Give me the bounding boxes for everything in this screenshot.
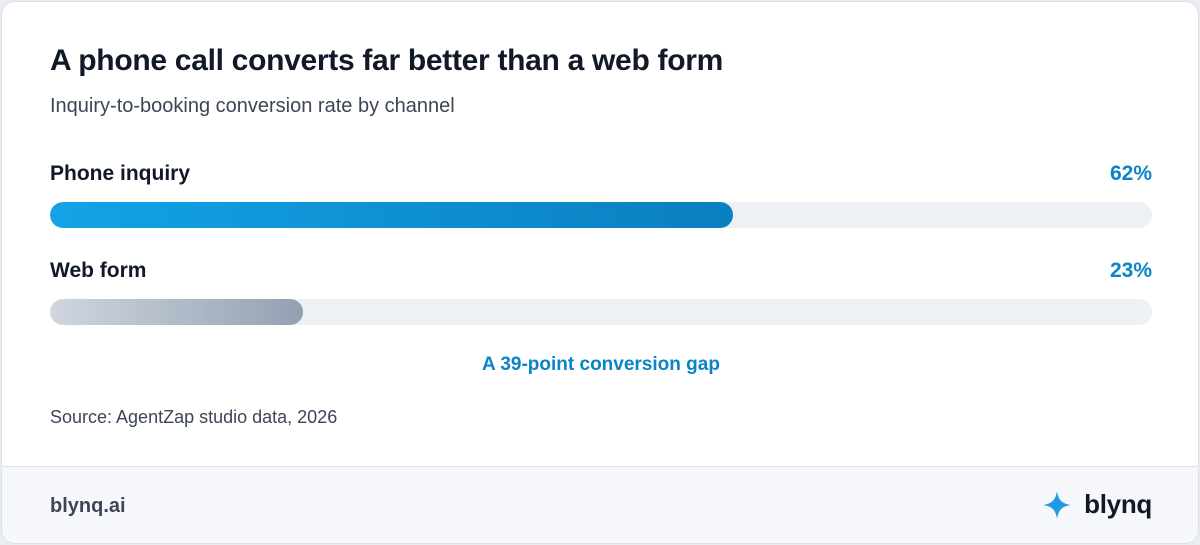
sparkle-icon	[1043, 490, 1072, 519]
bar-fill-web	[50, 299, 304, 325]
chart-title: A phone call converts far better than a …	[50, 44, 723, 77]
chart-subtitle: Inquiry-to-booking conversion rate by ch…	[50, 95, 455, 117]
bar-label-web: Web form	[50, 259, 147, 282]
footer: blynq.ai blynq	[2, 466, 1198, 543]
brand-name: blynq	[1084, 489, 1152, 519]
bar-value-phone: 62%	[1109, 162, 1152, 185]
gap-annotation: A 39-point conversion gap	[482, 354, 720, 375]
bar-track-web	[50, 299, 1152, 325]
brand-logo: blynq	[1042, 489, 1152, 520]
footer-url[interactable]: blynq.ai	[50, 495, 126, 517]
bar-label-phone: Phone inquiry	[50, 162, 191, 185]
bar-track-phone	[50, 202, 1152, 228]
bar-value-web: 23%	[1109, 259, 1152, 282]
source-note: Source: AgentZap studio data, 2026	[50, 407, 338, 427]
bar-fill-phone	[50, 202, 734, 228]
